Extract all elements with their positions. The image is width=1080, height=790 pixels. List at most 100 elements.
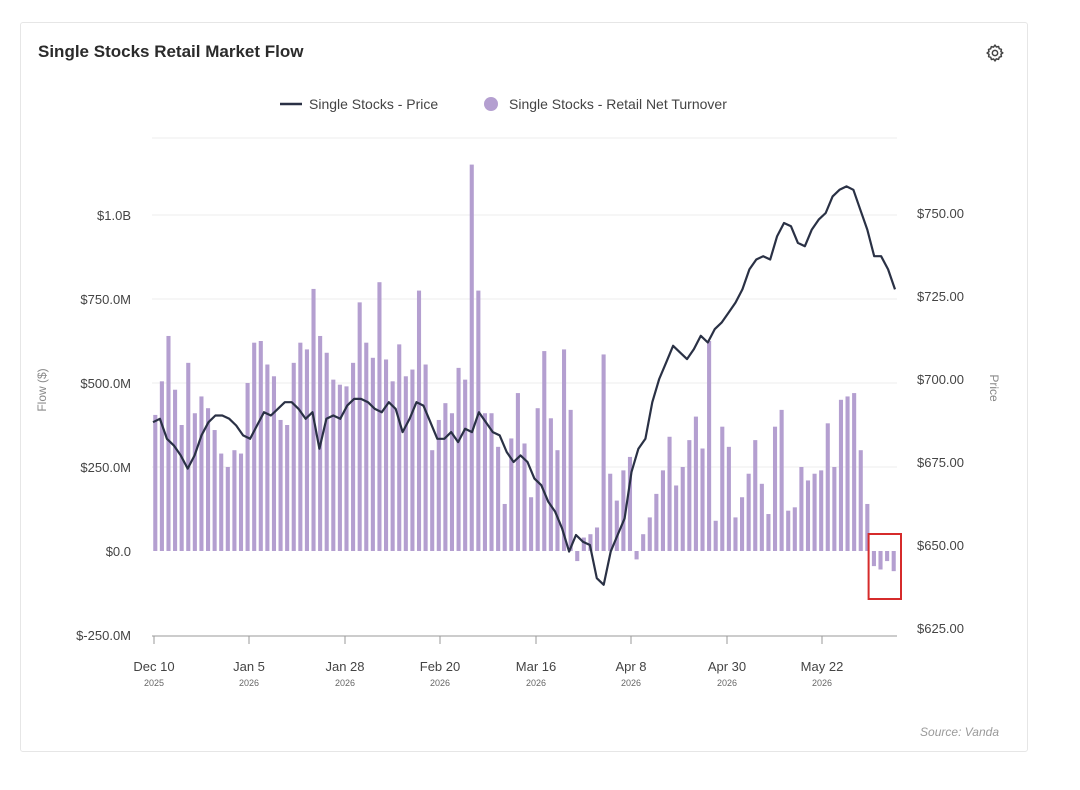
gear-icon[interactable] bbox=[985, 43, 1005, 63]
flow-bar bbox=[819, 470, 824, 551]
x-tick-label: May 22 bbox=[801, 659, 844, 674]
flow-bar bbox=[232, 450, 237, 551]
flow-bar bbox=[509, 438, 514, 551]
chart-title: Single Stocks Retail Market Flow bbox=[38, 42, 304, 61]
flow-bar bbox=[206, 408, 211, 551]
flow-bar bbox=[410, 369, 415, 551]
flow-bar bbox=[469, 164, 474, 551]
flow-bar bbox=[568, 409, 573, 551]
flow-bar bbox=[238, 453, 244, 551]
flow-bar bbox=[542, 351, 547, 551]
x-tick-year: 2026 bbox=[621, 678, 641, 688]
flow-bar bbox=[700, 448, 705, 551]
legend-dot-swatch bbox=[484, 97, 498, 111]
flow-bar bbox=[258, 341, 263, 551]
x-tick-label: Jan 5 bbox=[233, 659, 265, 674]
x-tick-year: 2025 bbox=[144, 678, 164, 688]
flow-bar bbox=[627, 456, 633, 551]
x-tick-year: 2026 bbox=[812, 678, 832, 688]
flow-bar bbox=[746, 473, 751, 551]
flow-bar bbox=[634, 551, 639, 560]
flow-bar bbox=[225, 467, 230, 551]
x-tick-label: Feb 20 bbox=[420, 659, 460, 674]
flow-bar bbox=[647, 517, 652, 551]
flow-bar bbox=[370, 357, 375, 551]
flow-bar bbox=[482, 413, 487, 551]
flow-bar bbox=[753, 440, 758, 551]
flow-bar bbox=[496, 446, 501, 551]
right-tick-label: $625.00 bbox=[917, 621, 964, 636]
flow-bar bbox=[219, 453, 224, 551]
flow-bar bbox=[304, 349, 309, 551]
flow-bar bbox=[548, 418, 553, 551]
x-tick-year: 2026 bbox=[335, 678, 355, 688]
flow-bar bbox=[562, 349, 567, 551]
flow-bar bbox=[713, 520, 718, 551]
flow-bar bbox=[298, 342, 303, 551]
flow-bar bbox=[515, 393, 520, 551]
flow-bar bbox=[192, 413, 197, 551]
flow-bar bbox=[351, 362, 356, 551]
flow-bar bbox=[858, 450, 863, 551]
flow-bar bbox=[726, 446, 731, 551]
flow-bar bbox=[693, 416, 698, 551]
flow-bar bbox=[265, 364, 270, 551]
flow-bar bbox=[878, 551, 883, 570]
x-tick-year: 2026 bbox=[430, 678, 450, 688]
flow-bar bbox=[285, 425, 290, 551]
flow-bar bbox=[759, 483, 764, 551]
flow-bar bbox=[779, 409, 784, 551]
flow-bar bbox=[865, 503, 870, 551]
flow-bar bbox=[845, 396, 850, 551]
flow-bar bbox=[337, 384, 342, 551]
flow-bar bbox=[667, 436, 672, 551]
flow-bar bbox=[535, 408, 540, 551]
flow-bar bbox=[680, 467, 685, 551]
flow-bar bbox=[529, 497, 534, 551]
flow-bar bbox=[838, 399, 844, 551]
flow-bar bbox=[799, 467, 804, 551]
left-tick-label: $0.0 bbox=[106, 544, 131, 559]
x-tick-year: 2026 bbox=[717, 678, 737, 688]
flow-bar bbox=[786, 510, 791, 551]
legend: Single Stocks - Price Single Stocks - Ret… bbox=[280, 96, 727, 112]
flow-bar bbox=[766, 514, 771, 551]
flow-bar bbox=[199, 396, 204, 551]
grid-lines bbox=[152, 137, 897, 468]
flow-bar bbox=[489, 413, 494, 551]
flow-bar bbox=[805, 480, 811, 551]
flow-bar bbox=[502, 503, 507, 551]
flow-bar bbox=[186, 362, 191, 551]
flow-bar bbox=[674, 485, 679, 551]
x-tick-label: Dec 10 bbox=[133, 659, 174, 674]
x-tick-label: Apr 8 bbox=[615, 659, 646, 674]
flow-bar bbox=[423, 364, 428, 551]
flow-bar bbox=[173, 389, 178, 551]
highlight-box bbox=[867, 533, 902, 600]
flow-bar bbox=[245, 383, 250, 551]
right-axis-title: Price bbox=[987, 374, 1001, 402]
flow-bar bbox=[832, 467, 837, 551]
flow-bar bbox=[588, 534, 593, 551]
left-tick-label: $-250.0M bbox=[76, 628, 131, 643]
flow-bar bbox=[271, 376, 277, 551]
flow-bar bbox=[522, 443, 527, 551]
flow-bar bbox=[377, 282, 382, 551]
flow-bar bbox=[871, 551, 876, 567]
flow-bar bbox=[449, 413, 455, 551]
flow-bar bbox=[252, 342, 257, 551]
flow-bar bbox=[581, 537, 586, 551]
flow-bar bbox=[324, 352, 329, 551]
left-axis-title: Flow ($) bbox=[35, 368, 49, 411]
flow-bar bbox=[740, 497, 745, 551]
flow-bar bbox=[733, 517, 738, 551]
flow-bar bbox=[331, 379, 336, 551]
flow-bar bbox=[390, 381, 395, 551]
flow-bar bbox=[575, 551, 580, 562]
axes-layer: Dec 10 2025 Jan 5 2026 Jan 28 2026 Feb 20 2026 M… bbox=[35, 206, 1001, 688]
flow-bar bbox=[852, 393, 857, 551]
flow-bar bbox=[614, 500, 619, 551]
price-line-layer bbox=[152, 185, 897, 586]
flow-bar bbox=[772, 426, 778, 551]
